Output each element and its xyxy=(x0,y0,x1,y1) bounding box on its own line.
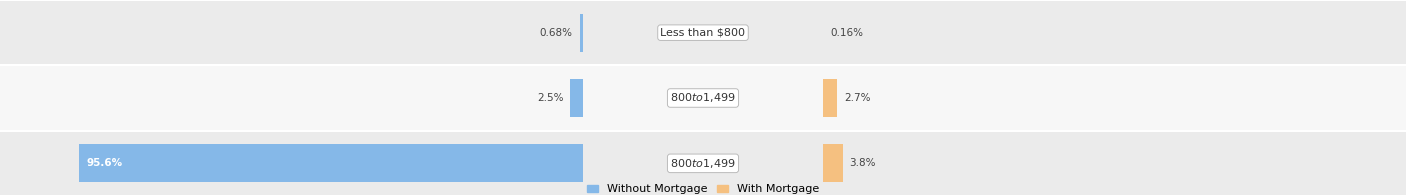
Text: $800 to $1,499: $800 to $1,499 xyxy=(671,157,735,170)
Text: 2.5%: 2.5% xyxy=(537,93,564,103)
Bar xyxy=(579,14,583,52)
Text: $800 to $1,499: $800 to $1,499 xyxy=(671,92,735,104)
Bar xyxy=(823,79,837,117)
Text: 3.8%: 3.8% xyxy=(849,158,876,168)
Text: 95.6%: 95.6% xyxy=(87,158,122,168)
Bar xyxy=(571,79,583,117)
Bar xyxy=(0,65,1406,131)
Text: Less than $800: Less than $800 xyxy=(661,28,745,38)
Text: 0.68%: 0.68% xyxy=(540,28,572,38)
Legend: Without Mortgage, With Mortgage: Without Mortgage, With Mortgage xyxy=(588,184,818,194)
Bar xyxy=(79,144,583,182)
Text: 2.7%: 2.7% xyxy=(844,93,870,103)
Bar xyxy=(823,144,842,182)
Bar xyxy=(0,0,1406,65)
Bar xyxy=(0,131,1406,196)
Text: 0.16%: 0.16% xyxy=(831,28,863,38)
